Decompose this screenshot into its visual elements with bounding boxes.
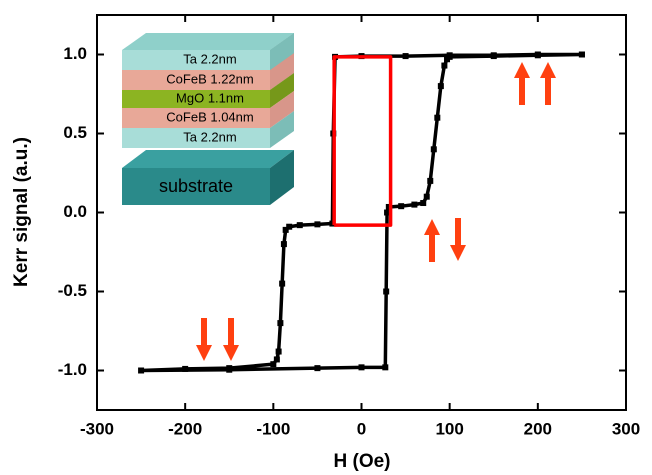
x-tick-label: 300	[612, 419, 640, 438]
y-tick-label: 0.5	[63, 123, 87, 142]
point-marker	[411, 201, 418, 208]
layer-label: MgO 1.1nm	[176, 90, 244, 105]
y-axis-label: Kerr signal (a.u.)	[11, 137, 32, 287]
arrow-down	[196, 318, 212, 361]
point-marker	[279, 280, 286, 287]
side-cofeb	[270, 91, 294, 128]
point-marker	[296, 222, 303, 229]
arrow-down	[223, 318, 239, 361]
point-marker	[314, 365, 321, 372]
arrow-up	[424, 219, 440, 262]
point-marker	[534, 52, 541, 59]
y-tick-label: 1.0	[63, 44, 87, 63]
stack-top	[122, 33, 294, 50]
point-marker	[358, 364, 365, 371]
point-marker	[282, 226, 289, 233]
y-tick-label: -0.5	[58, 281, 87, 300]
arrows	[196, 62, 556, 361]
layer-label: Ta 2.2nm	[183, 51, 236, 66]
point-marker	[490, 53, 497, 60]
point-marker	[270, 361, 277, 368]
point-marker	[273, 356, 280, 363]
point-marker	[286, 223, 293, 230]
layer-label: Ta 2.2nm	[183, 129, 236, 144]
point-marker	[314, 221, 321, 228]
point-marker	[430, 146, 437, 153]
layer-cofeb	[122, 108, 270, 128]
side-mgo	[270, 73, 294, 108]
point-marker	[434, 114, 441, 121]
x-tick-label: 100	[435, 419, 463, 438]
side-ta	[270, 33, 294, 70]
x-tick-label: 0	[357, 419, 366, 438]
arrow-up	[514, 62, 530, 105]
point-marker	[423, 193, 430, 200]
plot-area	[138, 51, 585, 374]
layer-label: CoFeB 1.22nm	[166, 71, 253, 86]
side-ta	[270, 111, 294, 148]
layer-label: CoFeB 1.04nm	[166, 109, 253, 124]
substrate-label: substrate	[159, 176, 233, 196]
x-tick-label: -100	[256, 419, 290, 438]
point-marker	[402, 53, 409, 60]
y-tick-label: 0.0	[63, 202, 87, 221]
x-tick-label: 200	[524, 419, 552, 438]
point-marker	[441, 62, 448, 69]
side-cofeb	[270, 53, 294, 90]
point-marker	[277, 320, 284, 327]
point-marker	[398, 203, 405, 210]
substrate-front	[122, 168, 270, 205]
x-axis-label: H (Oe)	[334, 451, 391, 472]
substrate-top	[122, 150, 294, 168]
point-marker	[275, 348, 282, 355]
point-marker	[280, 241, 287, 248]
point-marker	[420, 200, 427, 207]
point-marker	[138, 367, 145, 374]
point-marker	[578, 51, 585, 58]
x-tick-label: -200	[168, 419, 202, 438]
y-tick-label: -1.0	[58, 360, 87, 379]
point-marker	[385, 203, 392, 210]
layer-ta	[122, 128, 270, 148]
point-marker	[182, 365, 189, 372]
point-marker	[329, 220, 336, 227]
layer-mgo	[122, 90, 270, 108]
arrow-up	[540, 62, 556, 105]
inset-stack: substrate Ta 2.2nm CoFeB 1.22nm MgO 1.1n…	[122, 33, 294, 205]
point-marker	[383, 288, 390, 295]
x-tick-label: -300	[80, 419, 114, 438]
arrow-down	[450, 218, 466, 261]
point-marker	[382, 364, 389, 371]
layer-ta	[122, 50, 270, 70]
point-marker	[446, 53, 453, 60]
layer-cofeb	[122, 70, 270, 90]
series-line	[332, 55, 393, 227]
substrate-side	[270, 150, 294, 205]
point-marker	[226, 366, 233, 373]
point-marker	[437, 83, 444, 90]
point-marker	[384, 209, 391, 216]
point-marker	[427, 177, 434, 184]
